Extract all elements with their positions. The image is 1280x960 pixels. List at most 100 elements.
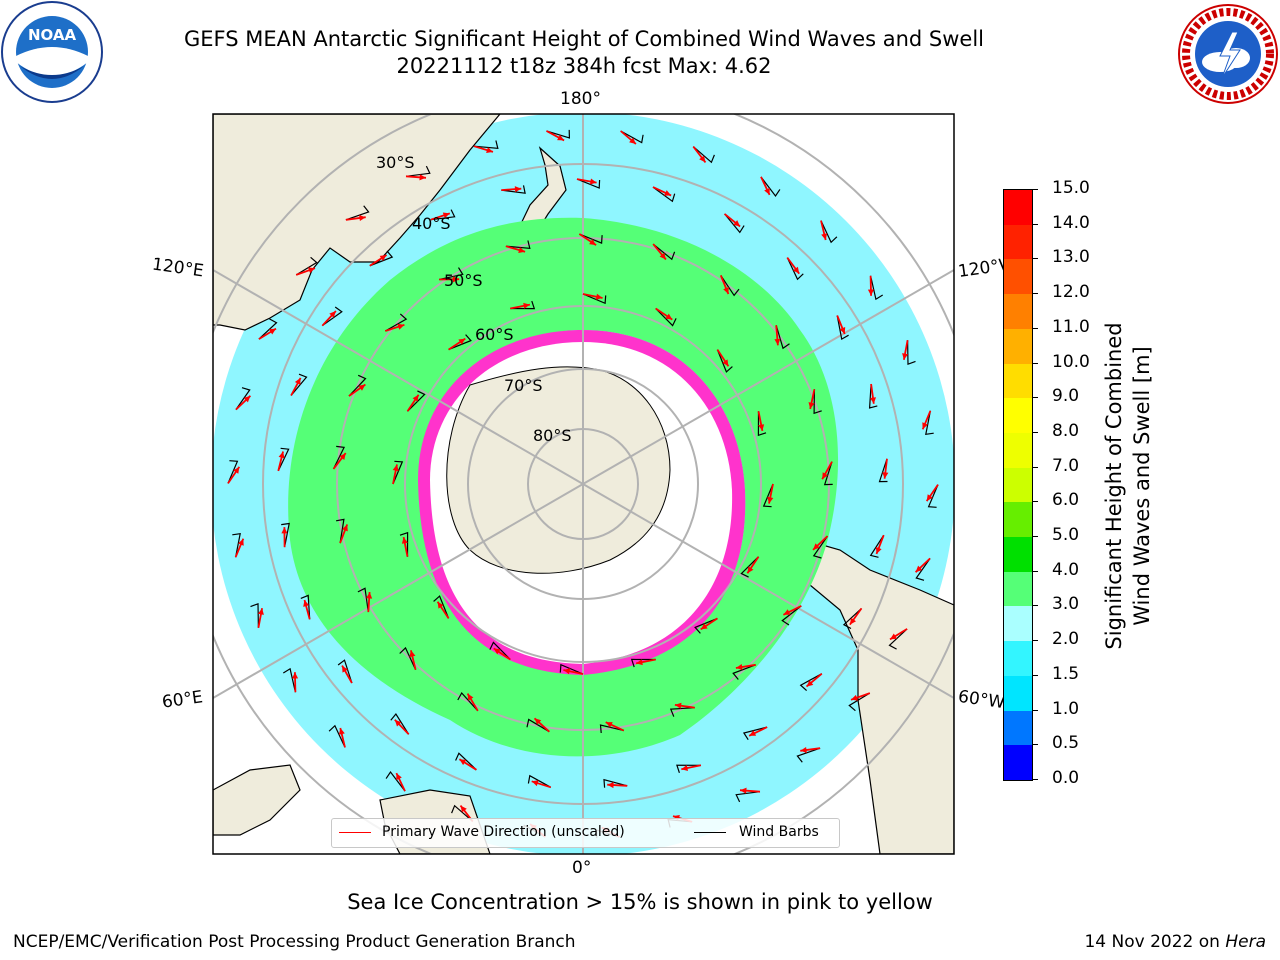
wind-barb	[927, 484, 939, 508]
wave-direction-arrow	[786, 257, 800, 275]
wind-barb	[775, 325, 790, 350]
wind-barb	[799, 673, 823, 692]
wave-direction-arrow	[925, 484, 939, 502]
wave-direction-arrow	[409, 650, 417, 670]
footer-host: Hera	[1225, 932, 1266, 952]
wind-barb	[258, 318, 278, 340]
colorbar-tick-label: 13.0	[1052, 247, 1090, 268]
colorbar-tick	[1032, 709, 1038, 711]
wind-barb	[630, 658, 656, 668]
africa-land	[213, 764, 301, 836]
wave-direction-arrow	[836, 315, 846, 335]
legend-wave-label: Primary Wave Direction (unscaled)	[382, 824, 625, 840]
colorbar-tick-label: 0.5	[1052, 733, 1080, 754]
colorbar-segment	[1004, 398, 1032, 433]
green-wave-band	[288, 217, 839, 757]
wind-barb	[501, 185, 526, 194]
wave-direction-arrow	[716, 349, 730, 367]
wind-barb	[526, 718, 550, 733]
legend-barb-label: Wind Barbs	[739, 824, 819, 840]
wave-direction-arrow	[369, 254, 388, 267]
wave-direction-arrow	[808, 389, 816, 410]
wind-barb	[869, 534, 885, 558]
wave-direction-arrow	[436, 601, 450, 619]
wind-barb	[527, 774, 552, 788]
footer-credit: NCEP/EMC/Verification Post Processing Pr…	[13, 932, 576, 952]
colorbar-tick	[1032, 431, 1038, 433]
wind-barb	[348, 374, 367, 397]
wave-direction-arrow	[458, 758, 477, 771]
colorbar-segment	[1004, 363, 1032, 399]
footer-date-text: 14 Nov 2022 on	[1084, 932, 1226, 952]
wind-barb	[669, 707, 695, 717]
wind-barb	[235, 387, 251, 410]
colorbar-title-line1: Significant Height of Combined	[1102, 322, 1126, 650]
wind-barb	[399, 646, 417, 670]
colorbar-tick-label: 11.0	[1052, 316, 1090, 337]
wave-direction-arrow	[700, 617, 718, 631]
colorbar-segment	[1004, 259, 1032, 295]
wave-direction-arrow	[348, 383, 366, 397]
colorbar	[1003, 189, 1033, 781]
lat-label: 80°S	[533, 426, 572, 445]
wind-barb	[405, 165, 431, 177]
wind-barb	[915, 558, 931, 581]
lat-label: 60°S	[475, 325, 514, 344]
wind-barb	[282, 667, 296, 693]
wave-direction-arrow	[392, 464, 399, 485]
wind-barb	[582, 293, 607, 305]
nws-logo-icon	[1178, 4, 1278, 104]
colorbar-tick-label: 12.0	[1052, 282, 1090, 303]
wave-direction-arrow	[563, 668, 584, 675]
wind-barb	[823, 461, 833, 486]
wave-direction-arrow	[578, 233, 597, 246]
wave-direction-arrow	[332, 452, 347, 470]
wind-barb	[868, 383, 878, 409]
wind-barb	[603, 778, 628, 788]
colorbar-segment	[1004, 294, 1032, 329]
wind-barb	[392, 460, 404, 485]
colorbar-tick	[1032, 674, 1038, 676]
wave-direction-arrow	[366, 592, 373, 613]
wind-barb	[281, 522, 290, 548]
lon-label-0: 0°	[572, 858, 592, 878]
wave-direction-arrow	[341, 665, 353, 684]
wind-barb	[732, 664, 756, 680]
wind-barb	[842, 607, 862, 630]
wind-barb	[812, 535, 828, 559]
wind-barb	[328, 724, 346, 748]
map-legend: Primary Wave Direction (unscaled) Wind B…	[331, 818, 840, 848]
wind-barb	[433, 595, 450, 619]
wind-barb	[655, 308, 677, 327]
wave-direction-arrow	[448, 337, 466, 351]
wave-direction-arrow	[748, 726, 768, 737]
colorbar-tick	[1032, 258, 1038, 260]
colorbar-segment	[1004, 745, 1032, 780]
colorbar-tick	[1032, 397, 1038, 399]
colorbar-tick	[1032, 605, 1038, 607]
colorbar-segment	[1004, 467, 1032, 503]
wave-direction-arrow	[850, 692, 871, 701]
wind-barb	[652, 243, 676, 261]
wind-barb	[510, 300, 536, 310]
wave-direction-arrow	[405, 174, 427, 181]
colorbar-segment	[1004, 502, 1032, 538]
colorbar-tick-label: 8.0	[1052, 420, 1080, 441]
colorbar-tick	[1032, 362, 1038, 364]
wave-direction-arrow	[652, 243, 667, 261]
colorbar-tick	[1032, 223, 1038, 225]
wave-direction-arrow	[303, 599, 311, 620]
wave-direction-arrow	[430, 212, 451, 221]
wave-direction-arrow	[620, 130, 637, 145]
wave-direction-arrow	[719, 275, 730, 295]
wave-direction-arrow	[849, 607, 863, 626]
wave-direction-arrow	[889, 628, 908, 641]
wave-direction-arrow	[605, 721, 625, 732]
wave-direction-arrow	[473, 145, 494, 153]
wind-barb	[227, 460, 239, 484]
wind-barb	[925, 410, 934, 436]
wave-direction-arrow	[635, 658, 656, 666]
wind-barb	[870, 275, 884, 301]
wind-barb	[451, 804, 474, 822]
colorbar-tick	[1032, 189, 1038, 190]
